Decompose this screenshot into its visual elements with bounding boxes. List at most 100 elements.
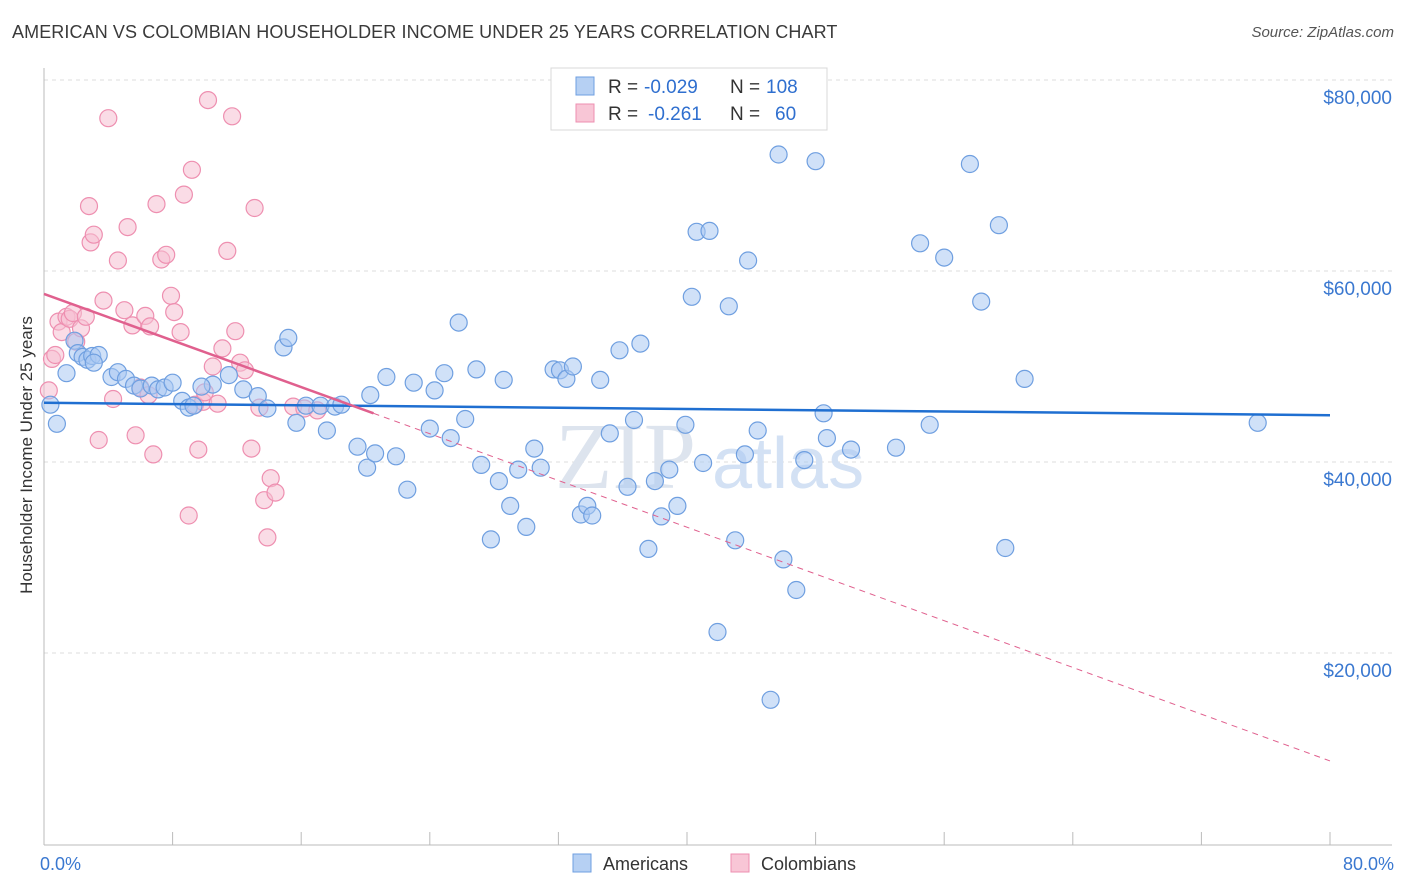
- americans-point: [610, 341, 629, 360]
- americans-point: [348, 437, 367, 456]
- americans-point: [1248, 413, 1267, 432]
- americans-point: [41, 395, 60, 414]
- americans-point: [287, 413, 306, 432]
- americans-point: [795, 451, 814, 470]
- americans-point: [996, 538, 1015, 558]
- americans-point: [472, 455, 491, 474]
- colombians-point: [46, 345, 65, 365]
- legend-americans-label: Americans: [603, 854, 688, 874]
- americans-points: [41, 145, 1267, 709]
- colombians-point: [198, 90, 218, 110]
- y-tick-labels: $20,000 $40,000 $60,000 $80,000: [1323, 88, 1392, 682]
- americans-point: [57, 364, 76, 383]
- americans-point: [509, 460, 528, 479]
- colombians-points: [39, 90, 327, 547]
- americans-point: [708, 622, 727, 642]
- colombians-n-label: N =: [730, 104, 760, 125]
- colombians-point: [266, 483, 285, 502]
- y-tick-label: $40,000: [1323, 470, 1392, 491]
- colombians-point: [174, 185, 193, 204]
- americans-point: [525, 439, 544, 458]
- americans-point: [583, 506, 602, 525]
- americans-point: [886, 438, 906, 457]
- americans-point: [738, 251, 758, 270]
- americans-point: [219, 366, 238, 385]
- americans-r-value: -0.029: [644, 77, 698, 98]
- colombians-point: [161, 286, 181, 305]
- americans-point: [693, 453, 713, 473]
- colombians-point: [189, 440, 208, 459]
- legend-americans-swatch: [572, 853, 592, 873]
- americans-n-value: 108: [766, 77, 798, 98]
- americans-point: [456, 409, 475, 429]
- chart-title: AMERICAN VS COLOMBIAN HOUSEHOLDER INCOME…: [12, 22, 838, 42]
- americans-point: [435, 364, 454, 383]
- y-axis-title: Householder Income Under 25 years: [17, 316, 36, 594]
- colombians-trend-line: [43, 292, 374, 415]
- americans-point: [774, 550, 793, 569]
- americans-n-label: N =: [730, 77, 760, 98]
- americans-point: [806, 152, 825, 171]
- americans-point: [494, 370, 513, 389]
- americans-point: [531, 458, 550, 477]
- colombians-point: [203, 357, 222, 376]
- americans-point: [639, 539, 658, 559]
- colombians-point: [89, 430, 108, 450]
- americans-point: [960, 154, 980, 174]
- americans-point: [84, 353, 103, 372]
- x-tick-labels: 0.0% 80.0%: [40, 854, 1394, 874]
- americans-point: [1015, 369, 1034, 388]
- colombians-point: [223, 107, 242, 126]
- americans-point: [404, 373, 423, 392]
- colombians-point: [99, 109, 118, 128]
- americans-point: [258, 399, 277, 418]
- colombians-point: [103, 389, 123, 409]
- americans-point: [787, 580, 806, 600]
- americans-point: [600, 424, 619, 443]
- americans-point: [748, 421, 767, 440]
- y-tick-label: $80,000: [1323, 88, 1392, 109]
- americans-point: [920, 415, 939, 434]
- americans-point: [517, 517, 536, 537]
- americans-point: [676, 415, 695, 434]
- americans-swatch: [575, 76, 595, 96]
- americans-point: [366, 444, 385, 463]
- colombians-point: [171, 323, 190, 342]
- americans-point: [441, 429, 460, 448]
- americans-point: [563, 357, 583, 376]
- americans-point: [761, 690, 780, 709]
- americans-point: [192, 377, 211, 396]
- americans-point: [449, 313, 468, 332]
- americans-point: [317, 421, 336, 440]
- legend-colombians-label: Colombians: [761, 854, 856, 874]
- americans-point: [467, 360, 486, 379]
- colombians-point: [179, 506, 198, 525]
- stats-legend-frame: [550, 67, 828, 131]
- colombians-trend-extension: [373, 412, 1331, 762]
- trend-lines: [43, 292, 1331, 762]
- americans-point: [817, 429, 837, 448]
- americans-point: [489, 472, 508, 491]
- colombians-point: [79, 197, 99, 216]
- colombians-swatch: [575, 103, 595, 123]
- series-legend: Americans Colombians: [572, 853, 856, 874]
- americans-point: [700, 221, 719, 240]
- americans-point: [481, 530, 500, 549]
- americans-point: [184, 396, 203, 415]
- y-tick-label: $20,000: [1323, 661, 1392, 682]
- americans-point: [719, 297, 738, 316]
- americans-point: [361, 386, 380, 405]
- americans-point: [814, 404, 833, 423]
- americans-point: [660, 460, 679, 479]
- colombians-point: [226, 322, 245, 341]
- americans-point: [841, 440, 861, 459]
- americans-point: [682, 287, 701, 306]
- americans-point: [420, 419, 439, 438]
- americans-point: [425, 381, 444, 400]
- americans-point: [972, 292, 991, 311]
- colombians-point: [157, 245, 176, 264]
- americans-point: [501, 496, 520, 515]
- colombians-point: [213, 339, 232, 358]
- colombians-point: [258, 528, 277, 547]
